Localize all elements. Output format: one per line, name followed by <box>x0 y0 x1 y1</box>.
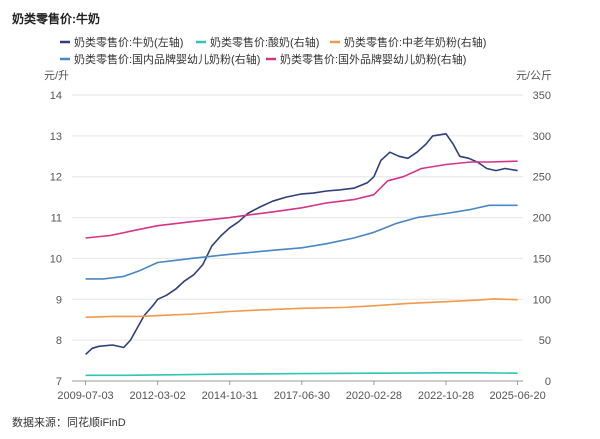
left-tick-label: 10 <box>50 253 62 265</box>
left-unit-label: 元/升 <box>44 69 69 82</box>
left-axis: 7 8 9 10 11 12 13 14 <box>50 90 62 388</box>
x-tick-label: 2017-06-30 <box>274 390 330 402</box>
x-tick-label: 2012-03-02 <box>130 390 186 402</box>
left-tick-label: 11 <box>51 213 62 225</box>
x-tick-label: 2014-10-31 <box>202 390 258 402</box>
x-tick-label: 2025-06-20 <box>489 390 545 402</box>
series-line-2 <box>85 298 518 319</box>
chart-title: 奶类零售价:牛奶 <box>12 12 100 26</box>
series-line-3 <box>85 204 518 280</box>
left-tick-label: 14 <box>50 90 62 102</box>
legend-label: 奶类零售价:牛奶(左轴) <box>74 35 183 49</box>
legend: 奶类零售价:牛奶(左轴) 奶类零售价:酸奶(右轴) 奶类零售价:中老年奶粉(右轴) 奶… <box>60 35 486 66</box>
data-source: 数据来源：同花顺iFinD <box>12 417 126 429</box>
x-tick-label: 2009-07-03 <box>57 390 113 402</box>
series-line-1 <box>85 372 518 377</box>
right-tick-label: 350 <box>533 90 551 102</box>
right-tick-label: 250 <box>533 172 551 184</box>
left-tick-label: 7 <box>56 376 62 388</box>
left-tick-label: 8 <box>56 335 62 347</box>
right-axis: 0 50 100 150 200 250 300 350 <box>533 90 551 388</box>
right-unit-label: 元/公斤 <box>516 69 552 82</box>
series-line-4 <box>85 160 518 239</box>
x-tick-label: 2020-02-28 <box>346 390 402 402</box>
right-tick-label: 200 <box>533 213 551 225</box>
legend-label: 奶类零售价:中老年奶粉(右轴) <box>344 35 486 49</box>
right-tick-label: 100 <box>533 294 551 306</box>
series-lines <box>85 133 518 377</box>
legend-label: 奶类零售价:酸奶(右轴) <box>210 35 319 49</box>
left-tick-label: 12 <box>50 172 62 184</box>
legend-label: 奶类零售价:国外品牌婴幼儿奶粉(右轴) <box>280 52 466 66</box>
left-tick-label: 13 <box>50 131 62 143</box>
left-tick-label: 9 <box>56 294 62 306</box>
legend-label: 奶类零售价:国内品牌婴幼儿奶粉(右轴) <box>74 52 260 66</box>
x-tick-label: 2022-10-28 <box>418 390 474 402</box>
series-line-0 <box>85 133 518 355</box>
right-tick-label: 0 <box>545 376 551 388</box>
right-tick-label: 50 <box>539 335 551 347</box>
x-axis: 2009-07-03 2012-03-02 2014-10-31 2017-06-30… <box>57 380 546 402</box>
right-tick-label: 300 <box>533 131 551 143</box>
right-tick-label: 150 <box>533 253 551 265</box>
grid-lines <box>72 94 523 341</box>
